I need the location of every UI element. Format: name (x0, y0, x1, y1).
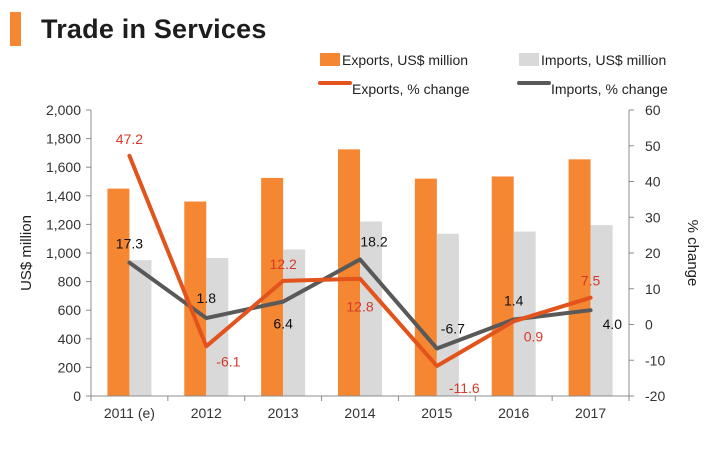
exports-change-label: -11.6 (449, 380, 480, 396)
left-tick-label: 0 (73, 388, 81, 404)
left-tick-label: 400 (58, 331, 82, 347)
x-tick-label: 2016 (498, 405, 529, 421)
right-tick-label: 60 (645, 102, 661, 118)
imports-change-label: -6.7 (441, 320, 465, 336)
imports-bar (206, 258, 229, 396)
x-tick-label: 2015 (421, 405, 452, 421)
exports-change-label: 12.8 (346, 299, 373, 315)
right-tick-label: 50 (645, 138, 661, 154)
x-tick-label: 2014 (344, 405, 375, 421)
y2-axis-title: % change (684, 220, 701, 287)
exports-bar (568, 159, 591, 396)
x-tick-label: 2013 (268, 405, 299, 421)
legend-imports-bar-swatch (519, 53, 539, 66)
x-tick-label: 2012 (191, 405, 222, 421)
exports-change-label: 12.2 (270, 256, 297, 272)
left-tick-label: 1,800 (46, 131, 81, 147)
right-tick-label: 0 (645, 317, 653, 333)
left-tick-label: 1,000 (46, 245, 81, 261)
imports-bar (436, 233, 459, 396)
left-tick-label: 2,000 (46, 102, 81, 118)
imports-bar (129, 260, 152, 396)
left-tick-label: 800 (58, 274, 82, 290)
right-tick-label: -20 (645, 388, 665, 404)
legend-exports-bar-swatch (320, 53, 340, 66)
exports-change-label: 47.2 (116, 131, 143, 147)
right-tick-label: 10 (645, 281, 661, 297)
exports-bar (491, 176, 514, 396)
legend-imports-bar-label: Imports, US$ million (541, 52, 666, 68)
title-accent-bar (10, 12, 21, 46)
y-axis-title: US$ million (18, 215, 35, 291)
left-tick-label: 200 (58, 359, 82, 375)
x-tick-label: 2011 (e) (104, 405, 155, 421)
exports-bar (338, 149, 360, 396)
imports-change-label: 1.4 (504, 292, 524, 308)
exports-bar (261, 177, 284, 396)
legend-imports-line-label: Imports, % change (551, 81, 668, 97)
right-tick-label: -10 (645, 352, 665, 368)
left-tick-label: 1,600 (46, 159, 81, 175)
right-tick-label: 20 (645, 245, 661, 261)
chart-title: Trade in Services (41, 14, 267, 44)
exports-bar (184, 201, 207, 396)
left-tick-label: 1,400 (46, 188, 81, 204)
imports-change-label: 1.8 (197, 290, 217, 306)
imports-change-label: 4.0 (603, 316, 623, 332)
imports-change-label: 6.4 (273, 316, 293, 332)
legend-exports-bar-label: Exports, US$ million (342, 52, 468, 68)
imports-change-label: 17.3 (116, 236, 143, 252)
exports-change-line (127, 153, 593, 368)
exports-bar (107, 188, 130, 396)
imports-bar (590, 225, 613, 396)
exports-change-label: 7.5 (581, 273, 601, 289)
left-tick-label: 1,200 (46, 216, 81, 232)
imports-bar (513, 231, 536, 396)
exports-change-label: 0.9 (524, 328, 544, 344)
exports-change-label: -6.1 (216, 353, 240, 369)
right-tick-label: 30 (645, 209, 661, 225)
left-tick-label: 600 (58, 302, 82, 318)
imports-bar (283, 249, 306, 396)
x-tick-label: 2017 (575, 405, 606, 421)
imports-change-label: 18.2 (360, 233, 387, 249)
legend-exports-line-label: Exports, % change (352, 81, 470, 97)
right-tick-label: 40 (645, 174, 661, 190)
